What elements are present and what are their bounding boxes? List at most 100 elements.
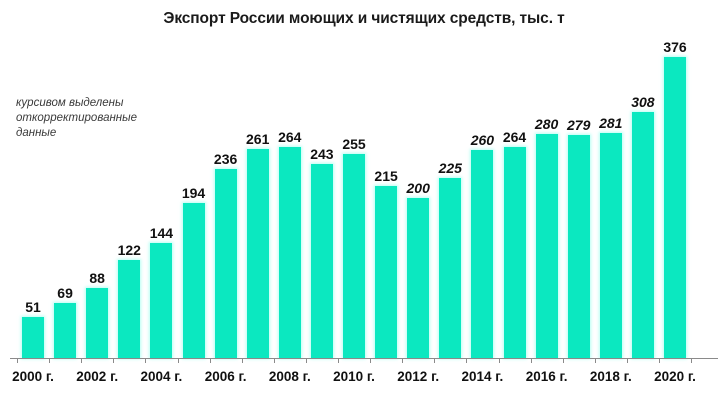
x-axis-tick [659, 358, 660, 363]
bar-value-label: 236 [213, 151, 238, 168]
x-axis-category-label: 2000 г. [12, 369, 54, 384]
bar-value-label: 215 [374, 168, 398, 184]
note-line-2: откорректированные [16, 112, 137, 125]
x-axis-tick [113, 358, 114, 363]
x-axis-category-label: 2018 г. [589, 369, 632, 384]
bar-value-label: 200 [406, 180, 430, 196]
x-axis-tick [242, 358, 243, 363]
bar-group: 308 [631, 95, 655, 358]
bar-group: 215 [374, 169, 398, 358]
x-axis-category-label: 2012 г. [397, 369, 440, 384]
note-line-3: данные [16, 127, 57, 140]
bar-group: 200 [407, 181, 430, 358]
x-axis-tick [691, 358, 692, 363]
bar[interactable] [407, 198, 430, 358]
bar-group: 122 [118, 243, 141, 358]
x-axis-tick [210, 358, 211, 363]
bar-group: 279 [567, 118, 590, 358]
bar-value-label: 194 [181, 184, 206, 201]
x-axis-tick [531, 358, 532, 363]
bar-value-label: 264 [278, 128, 302, 145]
x-axis-category-label: 2014 г. [461, 369, 504, 384]
bar-group: 260 [471, 133, 494, 358]
bar[interactable] [599, 133, 622, 358]
bar-group: 225 [439, 161, 462, 358]
x-axis-category-label: 2006 г. [204, 369, 247, 384]
bar[interactable] [375, 186, 398, 358]
x-axis-category-label: 2008 г. [268, 369, 311, 384]
bar-value-label: 280 [534, 116, 559, 132]
bar[interactable] [535, 134, 558, 358]
bar-group: 264 [278, 130, 301, 358]
x-axis-line [10, 358, 718, 359]
bar-group: 194 [182, 186, 205, 358]
bar[interactable] [503, 146, 526, 358]
bar-value-label: 261 [246, 131, 270, 148]
bar[interactable] [182, 202, 205, 358]
x-axis-tick [17, 358, 18, 363]
x-axis-tick [595, 358, 596, 363]
bar-value-label: 69 [57, 284, 73, 301]
bar-group: 88 [86, 271, 109, 358]
bar-group: 144 [150, 226, 173, 358]
bar-value-label: 264 [502, 128, 527, 145]
bar[interactable] [567, 134, 590, 358]
chart-annotation-note: курсивом выделены откорректированные дан… [16, 96, 184, 142]
bar-value-label: 243 [310, 145, 334, 162]
bar-group: 280 [535, 117, 558, 358]
bar-value-label: 144 [149, 224, 174, 241]
bar-group: 236 [214, 152, 237, 358]
bar[interactable] [246, 149, 269, 358]
x-axis-tick [499, 358, 500, 363]
bar-group: 255 [342, 137, 366, 358]
bar[interactable] [631, 111, 654, 358]
bar[interactable] [278, 146, 301, 358]
bar[interactable] [664, 57, 686, 358]
x-axis-tick [627, 358, 628, 363]
x-axis-tick [563, 358, 564, 363]
x-axis-tick [402, 358, 403, 363]
bar-value-label: 122 [117, 242, 141, 259]
bar[interactable] [214, 169, 237, 358]
x-axis-tick [370, 358, 371, 363]
x-axis-category-label: 2020 г. [654, 369, 696, 384]
bar-group: 376 [663, 40, 687, 358]
chart-title: Экспорт России моющих и чистящих средств… [163, 10, 565, 27]
x-axis-tick [145, 358, 146, 363]
bar-value-label: 260 [470, 132, 495, 148]
bar-value-label: 281 [599, 115, 623, 132]
x-axis-tick [81, 358, 82, 363]
x-axis-tick [306, 358, 307, 363]
note-line-1: курсивом выделены [16, 97, 124, 109]
bar-value-label: 88 [89, 269, 105, 286]
bar-value-label: 255 [342, 136, 366, 152]
x-axis-tick [49, 358, 50, 363]
x-axis-tick [274, 358, 275, 363]
bar-value-label: 308 [631, 93, 655, 110]
bar[interactable] [343, 154, 365, 358]
bar[interactable] [22, 317, 44, 358]
x-axis-tick [178, 358, 179, 363]
bar-group: 243 [310, 147, 334, 358]
bar[interactable] [150, 242, 173, 358]
x-axis-tick [466, 358, 467, 363]
bar-group: 261 [246, 132, 269, 358]
bar-group: 281 [599, 116, 622, 358]
bar[interactable] [439, 178, 462, 358]
x-axis-category-label: 2002 г. [76, 369, 119, 384]
bar-value-label: 225 [438, 160, 462, 176]
bar-value-label: 279 [567, 116, 591, 133]
x-axis-category-label: 2016 г. [525, 369, 568, 384]
bar-group: 51 [22, 300, 44, 358]
bar[interactable] [86, 287, 109, 358]
bar-group: 264 [503, 130, 526, 358]
bar[interactable] [118, 260, 141, 358]
bar-group: 69 [54, 286, 77, 358]
x-axis-tick [434, 358, 435, 363]
x-axis-category-label: 2004 г. [140, 369, 183, 384]
bar[interactable] [54, 302, 77, 358]
bar[interactable] [310, 163, 333, 358]
bar[interactable] [471, 150, 494, 358]
